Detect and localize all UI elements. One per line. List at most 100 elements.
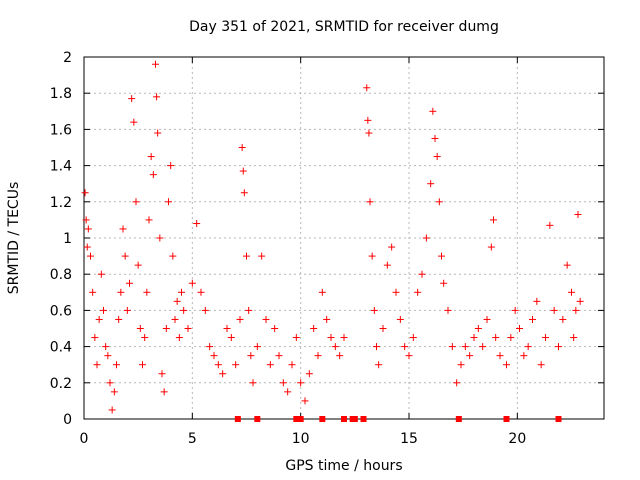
data-point [409, 334, 417, 342]
data-point [368, 252, 376, 260]
y-tick-label: 1.4 [50, 159, 72, 175]
data-point [483, 315, 491, 323]
data-point [139, 361, 146, 369]
data-point [117, 288, 125, 296]
data-point [288, 361, 296, 369]
x-axis-label: GPS time / hours [285, 458, 402, 474]
y-tick-label: 0.4 [50, 340, 72, 356]
data-point [418, 270, 426, 278]
data-point [236, 315, 244, 323]
data-point [223, 325, 231, 332]
data-point [128, 95, 136, 103]
data-point [305, 370, 313, 378]
data-point [435, 198, 443, 206]
data-point [188, 279, 196, 287]
data-point [160, 388, 168, 396]
data-point [364, 116, 372, 124]
data-point [363, 84, 371, 92]
data-point [444, 306, 452, 314]
data-point [496, 352, 504, 360]
data-point [153, 93, 161, 101]
y-tick-label: 0.2 [50, 376, 72, 392]
data-point [323, 315, 331, 323]
data-point [178, 288, 185, 296]
data-point [318, 288, 326, 296]
data-point [511, 306, 519, 314]
data-point [559, 315, 567, 323]
data-point [550, 306, 558, 314]
baseline-marker [293, 416, 300, 422]
data-point [470, 334, 478, 342]
y-tick-label: 2 [63, 50, 72, 66]
data-point [340, 334, 348, 342]
data-point [83, 243, 91, 251]
data-point [297, 379, 305, 387]
data-point [162, 325, 170, 332]
data-point [365, 129, 373, 137]
baseline-marker [341, 416, 347, 422]
data-point [492, 334, 500, 342]
data-point [158, 370, 166, 378]
data-point [568, 288, 575, 296]
baseline-marker [503, 416, 510, 422]
data-point [239, 167, 247, 175]
data-point [93, 361, 101, 369]
data-point [262, 315, 270, 323]
baseline-marker [319, 416, 326, 422]
data-point [249, 379, 257, 387]
data-point [388, 243, 396, 251]
data-point [392, 288, 400, 296]
x-tick-label: 5 [188, 431, 197, 447]
data-point [457, 361, 465, 369]
data-point [366, 198, 374, 206]
grid-lines [84, 57, 604, 419]
data-point [132, 198, 140, 206]
data-point [210, 352, 218, 360]
data-point [84, 225, 92, 233]
data-point [219, 370, 227, 378]
data-point [110, 388, 118, 396]
y-tick-label: 0.8 [50, 267, 72, 283]
data-point [438, 252, 445, 260]
baseline-marker [297, 416, 304, 422]
data-point [97, 270, 105, 278]
data-point [474, 325, 482, 332]
data-point [123, 306, 131, 314]
data-point [147, 153, 155, 161]
data-point [524, 343, 532, 351]
data-point [102, 343, 110, 351]
data-point [169, 252, 177, 260]
data-point [175, 334, 183, 342]
baseline-marker [360, 416, 367, 422]
data-point [91, 334, 99, 342]
data-point [503, 361, 510, 369]
data-point [145, 216, 153, 224]
data-points [81, 60, 584, 414]
data-point [461, 343, 469, 351]
data-point [119, 225, 127, 233]
data-point [448, 343, 456, 351]
data-point [284, 388, 292, 396]
data-point [431, 134, 439, 142]
data-point [247, 352, 255, 360]
data-point [171, 315, 179, 323]
data-point [141, 334, 149, 342]
data-point [184, 325, 192, 332]
data-point [156, 234, 164, 242]
x-tick-label: 20 [508, 431, 526, 447]
data-point [82, 216, 90, 224]
y-axis-ticks: 0 0.2 0.4 0.6 0.8 1 1.2 1.4 1.6 1.8 2 [50, 50, 604, 428]
data-point [572, 306, 580, 314]
x-axis-ticks: 0 5 10 15 20 [80, 57, 526, 447]
data-point [490, 216, 497, 224]
data-point [149, 171, 157, 179]
x-tick-label: 15 [400, 431, 418, 447]
y-tick-label: 1.2 [50, 195, 72, 211]
y-axis-label: SRMTID / TECUs [6, 182, 22, 295]
data-point [529, 315, 536, 323]
data-point [253, 343, 261, 351]
data-point [232, 361, 240, 369]
data-point [115, 315, 123, 323]
data-point [379, 325, 387, 332]
